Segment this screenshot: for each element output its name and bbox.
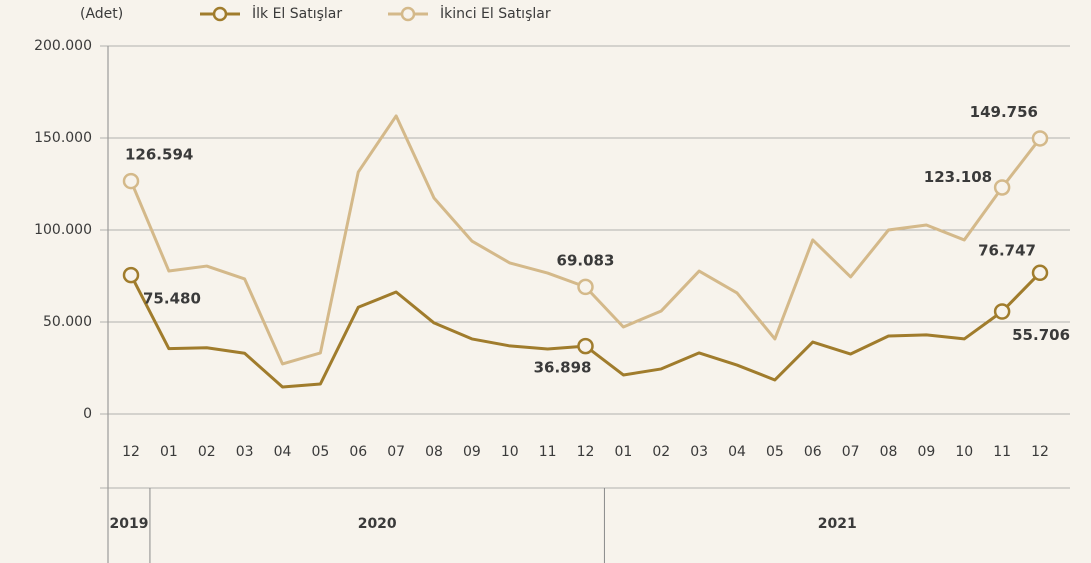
x-tick-label: 12 — [122, 444, 140, 460]
x-tick-label: 06 — [349, 444, 367, 460]
point-marker — [122, 172, 140, 190]
x-tick-label: 11 — [993, 444, 1011, 460]
point-marker — [1031, 130, 1049, 147]
year-label: 2019 — [109, 516, 148, 532]
point-marker — [1031, 264, 1049, 282]
y-tick-label: 150.000 — [34, 130, 92, 146]
x-tick-label: 08 — [425, 444, 443, 460]
x-tick-label: 03 — [690, 444, 708, 460]
x-tick-label: 10 — [955, 444, 973, 460]
value-label: 149.756 — [970, 103, 1038, 121]
y-tick-label: 50.000 — [43, 314, 92, 330]
x-tick-label: 01 — [614, 444, 632, 460]
legend-marker — [400, 6, 416, 22]
x-tick-label: 11 — [539, 444, 557, 460]
x-tick-label: 12 — [1031, 444, 1049, 460]
year-label: 2021 — [818, 516, 857, 532]
x-tick-label: 04 — [274, 444, 292, 460]
y-tick-label: 200.000 — [34, 38, 92, 54]
value-label: 69.083 — [557, 251, 615, 269]
x-tick-label: 09 — [917, 444, 935, 460]
x-tick-label: 08 — [880, 444, 898, 460]
value-label: 126.594 — [125, 146, 193, 164]
x-tick-label: 12 — [577, 444, 595, 460]
point-marker — [577, 337, 594, 355]
legend-label: İlk El Satışlar — [252, 4, 342, 22]
legend-label: İkinci El Satışlar — [440, 4, 551, 22]
point-marker — [577, 278, 594, 296]
x-tick-label: 02 — [652, 444, 670, 460]
point-marker — [993, 303, 1011, 320]
value-label: 55.706 — [1012, 326, 1070, 344]
x-tick-label: 01 — [160, 444, 178, 460]
x-tick-label: 06 — [804, 444, 822, 460]
value-label: 75.480 — [143, 290, 201, 308]
x-tick-label: 05 — [311, 444, 329, 460]
x-tick-label: 09 — [463, 444, 481, 460]
x-tick-label: 05 — [766, 444, 784, 460]
x-tick-label: 02 — [198, 444, 216, 460]
value-label: 76.747 — [978, 241, 1036, 259]
series-line — [129, 114, 1042, 366]
legend-marker — [212, 6, 228, 22]
value-label: 36.898 — [534, 359, 592, 377]
point-marker — [122, 266, 140, 284]
x-tick-label: 04 — [728, 444, 746, 460]
point-marker — [993, 179, 1011, 196]
year-label: 2020 — [358, 516, 397, 532]
y-tick-label: 100.000 — [34, 222, 92, 238]
x-tick-label: 07 — [842, 444, 860, 460]
y-tick-label: 0 — [83, 406, 92, 422]
x-tick-label: 10 — [501, 444, 519, 460]
x-tick-label: 07 — [387, 444, 405, 460]
x-tick-label: 03 — [236, 444, 254, 460]
value-label: 123.108 — [924, 168, 992, 186]
y-axis-label: (Adet) — [80, 6, 123, 22]
